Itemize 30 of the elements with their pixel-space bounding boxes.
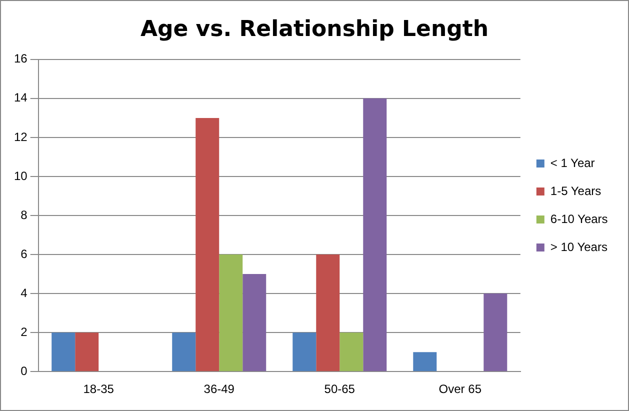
bar: [219, 254, 243, 372]
bar: [413, 352, 437, 372]
y-tick-label: 2: [20, 324, 28, 339]
legend-label: 1-5 Years: [550, 184, 602, 198]
bar: [316, 254, 340, 372]
legend-label: < 1 Year: [550, 156, 595, 170]
legend-label: > 10 Years: [550, 240, 608, 254]
bar: [242, 274, 266, 372]
y-tick-label: 16: [14, 52, 28, 66]
x-tick-label: 50-65: [324, 382, 356, 396]
chart-title: Age vs. Relationship Length: [140, 16, 489, 42]
y-tick-label: 4: [20, 286, 28, 300]
bar: [52, 332, 76, 372]
x-tick-label: 36-49: [204, 382, 235, 396]
bar: [172, 332, 196, 372]
x-tick-label: 18-35: [83, 382, 114, 396]
y-tick-label: 10: [14, 168, 28, 183]
bar: [484, 294, 508, 372]
bar: [292, 332, 316, 372]
bar: [363, 98, 387, 372]
y-tick-label: 8: [20, 208, 28, 222]
y-tick-label: 12: [14, 130, 28, 144]
y-tick-label: 6: [20, 246, 28, 261]
y-tick-label: 14: [14, 90, 28, 105]
x-tick-label: Over 65: [438, 382, 482, 396]
legend-label: 6-10 Years: [550, 212, 608, 226]
bar: [196, 118, 220, 372]
bar: [340, 332, 364, 372]
bar: [75, 332, 99, 372]
y-tick-label: 0: [20, 364, 28, 378]
